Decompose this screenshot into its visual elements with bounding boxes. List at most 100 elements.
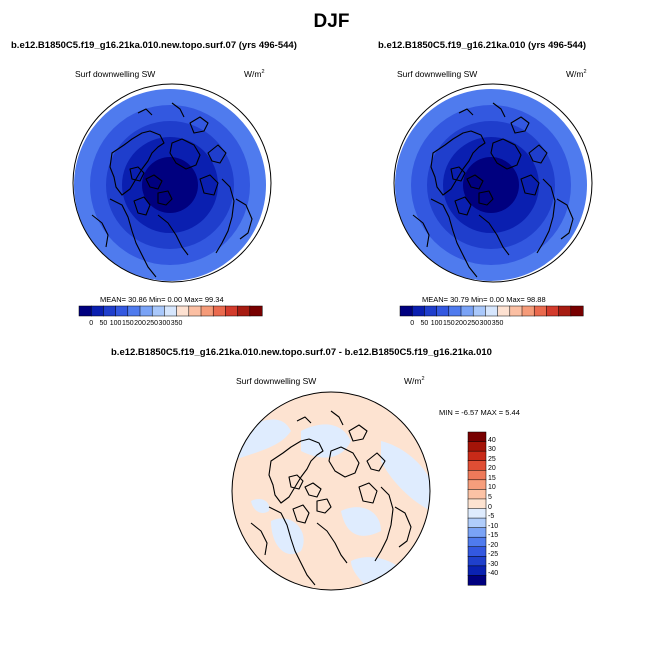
coastline [109,198,157,278]
colorbar-box [164,305,178,317]
colorbar-tick-label: 30 [488,446,496,454]
panel-3-colorbar [467,431,487,586]
panel-2-title: b.e12.B1850C5.f19_g16.21ka.010 (yrs 496-… [378,40,587,51]
panel-1-title: b.e12.B1850C5.f19_g16.21ka.010.new.topo.… [11,40,297,51]
colorbar-tick-label: 0 [488,503,492,511]
colorbar-box [570,305,584,317]
coastline [466,174,484,190]
panel-2-colorbar [399,305,584,317]
colorbar-box [467,441,487,452]
colorbar-box [467,470,487,481]
coastline [304,482,322,498]
colorbar-tick-label: 20 [488,465,496,473]
colorbar-box [467,517,487,529]
coastline [292,504,310,524]
colorbar-box [103,305,117,317]
colorbar-box [467,498,487,510]
coastline [133,196,151,216]
colorbar-box [509,305,523,317]
panel-1-units: W/m2 [244,69,265,79]
coastline [458,108,474,116]
page-title: DJF [313,11,350,32]
colorbar-box [467,565,487,576]
colorbar-tick-label: 250 [146,320,159,327]
colorbar-box [411,305,425,317]
coastline [490,138,522,170]
panel-2-polar-map [393,83,593,283]
coastline [91,214,109,248]
map-fill-negative [251,499,270,513]
coastline [207,144,227,164]
colorbar-tick-label: -10 [488,522,499,530]
colorbar-box [448,305,462,317]
colorbar-box [497,305,511,317]
colorbar-box [467,479,487,490]
panel-3-polar-map [231,391,431,591]
colorbar-box [467,508,487,519]
colorbar-tick-label: 350 [170,320,183,327]
colorbar-box [78,305,92,317]
panel-1-stats: MEAN= 30.86 Min= 0.00 Max= 99.34 [100,295,224,304]
panel-3-colorbar-ticks: 40 30 25 20 15 10 5 0 -5 -10 -15 -20 -25 -30 -40 [488,432,518,585]
colorbar-box [467,575,487,586]
colorbar-tick-label: -15 [488,532,499,540]
colorbar-tick-label: 350 [491,320,504,327]
coastline [454,196,472,216]
coastline [536,178,556,254]
coastline [169,138,201,170]
coastline [374,486,394,562]
colorbar-box [467,489,487,500]
map-fill-ring [475,161,503,189]
panel-2-colorbar-ticks: 0 50 100 150 200 250 300 350 [400,320,583,330]
panel-3-stats: MIN = -6.57 MAX = 5.44 [439,408,520,417]
colorbar-box [139,305,153,317]
colorbar-box [521,305,535,317]
coastline [430,130,486,196]
colorbar-box [424,305,438,317]
coastline [348,424,368,442]
colorbar-tick-label: 150 [121,320,134,327]
colorbar-box [176,305,190,317]
colorbar-tick-label: 10 [488,484,496,492]
colorbar-tick-label: 50 [99,320,108,327]
colorbar-tick-label: -5 [488,513,495,521]
map-fill-negative [381,441,430,511]
coastline [330,410,344,426]
colorbar-tick-label: 100 [109,320,122,327]
colorbar-box [127,305,141,317]
colorbar-tick-label: 300 [479,320,492,327]
colorbar-box [399,305,413,317]
panel-1-colorbar [78,305,263,317]
coastline [478,214,510,256]
coastline [394,506,412,548]
colorbar-tick-label: 0 [410,320,415,327]
colorbar-box [249,305,263,317]
panel-1-variable-label: Surf downwelling SW [75,69,156,79]
colorbar-box [467,460,487,471]
coastline [412,214,430,248]
coastline [157,214,189,256]
colorbar-box [546,305,560,317]
coastline [250,522,268,556]
map-fill-negative [301,424,351,458]
colorbar-tick-label: 0 [89,320,94,327]
coastline [109,130,165,196]
coastline [171,102,185,118]
panel-2-stats: MEAN= 30.79 Min= 0.00 Max= 98.88 [422,295,546,304]
coastline [296,416,312,424]
colorbar-tick-label: 150 [442,320,455,327]
colorbar-box [472,305,486,317]
panel-1-colorbar-ticks: 0 50 100 150 200 250 300 350 [79,320,262,330]
colorbar-tick-label: 50 [420,320,429,327]
colorbar-tick-label: -30 [488,560,499,568]
colorbar-box [467,546,487,557]
colorbar-tick-label: -20 [488,541,499,549]
coastline [157,190,173,206]
coastline [520,174,540,196]
colorbar-box [467,536,487,548]
map-fill-ring [154,161,182,189]
colorbar-box [460,305,474,317]
coastline [510,116,530,134]
coastline [492,102,506,118]
panel-2-variable-label: Surf downwelling SW [397,69,478,79]
